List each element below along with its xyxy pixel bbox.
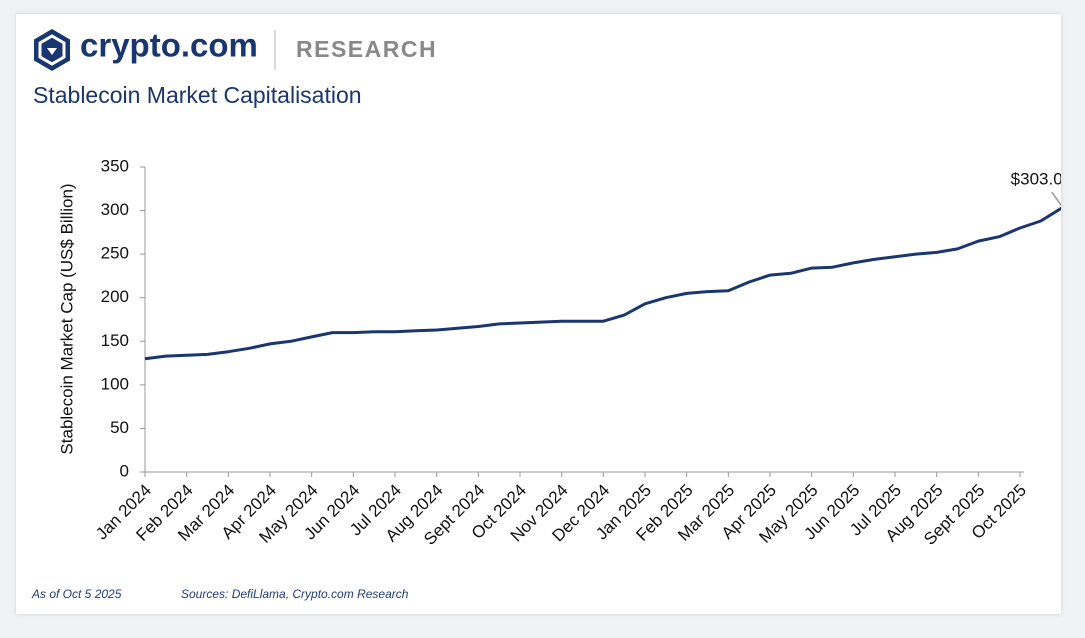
section: RESEARCH: [296, 36, 437, 62]
y-tick-label: 300: [101, 200, 129, 219]
y-axis-label: Stablecoin Market Cap (US$ Billion): [57, 183, 76, 454]
y-tick-label: 50: [110, 418, 129, 437]
footnote-sources: Sources: DefiLlama, Crypto.com Research: [181, 587, 409, 601]
y-tick-label: 0: [120, 461, 129, 480]
series-line: [144, 206, 1061, 361]
annotation-leader: [1051, 191, 1061, 207]
y-tick-label: 150: [101, 331, 129, 350]
y-tick-label: 200: [101, 287, 129, 306]
logo-icon: [34, 29, 70, 71]
footnote-date: As of Oct 5 2025: [31, 587, 122, 601]
y-tick-label: 250: [101, 244, 129, 263]
chart: crypto.com RESEARCH Stablecoin Market Ca…: [31, 27, 1061, 601]
chart-title: Stablecoin Market Capitalisation: [33, 82, 362, 108]
y-tick-label: 100: [101, 374, 129, 393]
brand: crypto.com: [80, 27, 258, 64]
value-label: $303.0: [1011, 169, 1061, 188]
card: crypto.com RESEARCH Stablecoin Market Ca…: [16, 14, 1061, 614]
y-tick-label: 350: [101, 156, 129, 175]
